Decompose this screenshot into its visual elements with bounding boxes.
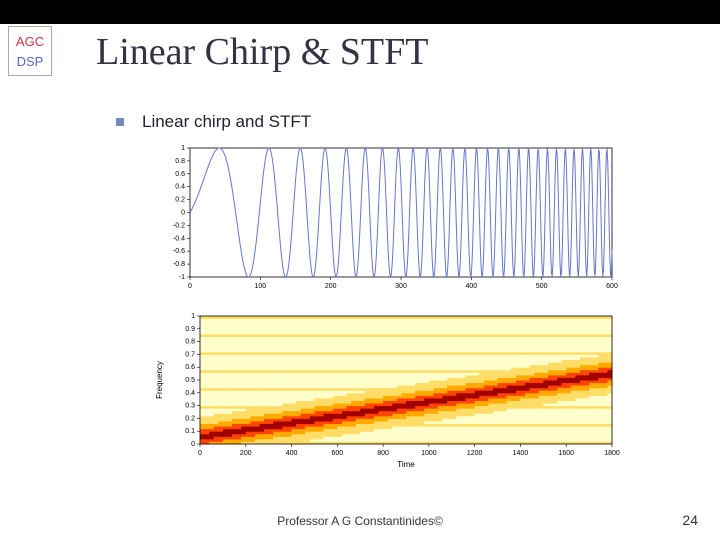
bullet-text: Linear chirp and STFT <box>142 112 311 132</box>
svg-text:0: 0 <box>181 210 185 217</box>
spectrogram-chart: 0 0.1 0.2 0.3 0.4 0.5 0.6 0.7 0.8 0.9 1 0 200 400 600 8… <box>152 310 622 470</box>
footer-author: Professor A G Constantinides© <box>277 514 443 528</box>
svg-text:1: 1 <box>191 313 195 320</box>
svg-text:1800: 1800 <box>604 450 620 457</box>
svg-text:100: 100 <box>254 283 266 290</box>
svg-text:0.8: 0.8 <box>175 158 185 165</box>
svg-text:-0.2: -0.2 <box>173 222 185 229</box>
svg-text:600: 600 <box>606 283 618 290</box>
svg-text:0.4: 0.4 <box>185 390 195 397</box>
svg-text:600: 600 <box>331 450 343 457</box>
svg-text:0.2: 0.2 <box>175 197 185 204</box>
svg-text:1400: 1400 <box>513 450 529 457</box>
svg-text:1600: 1600 <box>558 450 574 457</box>
svg-text:0: 0 <box>188 283 192 290</box>
chirp-waveform-chart: -1 -0.8 -0.6 -0.4 -0.2 0 0.2 0.4 0.6 0.8 1 0 100 200 3… <box>152 140 622 295</box>
svg-text:0.2: 0.2 <box>185 415 195 422</box>
svg-text:0: 0 <box>191 441 195 448</box>
svg-text:0.3: 0.3 <box>185 403 195 410</box>
spectrogram-svg: 0 0.1 0.2 0.3 0.4 0.5 0.6 0.7 0.8 0.9 1 0 200 400 600 8… <box>152 310 622 470</box>
svg-text:Time: Time <box>397 460 415 469</box>
logo-agc-text: AGC <box>16 34 44 49</box>
svg-text:0.1: 0.1 <box>185 428 195 435</box>
svg-text:-1: -1 <box>179 274 185 281</box>
svg-text:-0.6: -0.6 <box>173 248 185 255</box>
svg-text:0.6: 0.6 <box>185 364 195 371</box>
svg-text:1: 1 <box>181 145 185 152</box>
svg-text:0.4: 0.4 <box>175 184 185 191</box>
svg-text:0.5: 0.5 <box>185 377 195 384</box>
svg-text:800: 800 <box>377 450 389 457</box>
svg-text:0.6: 0.6 <box>175 171 185 178</box>
svg-text:400: 400 <box>286 450 298 457</box>
top-black-bar <box>0 0 720 24</box>
svg-text:500: 500 <box>536 283 548 290</box>
logo-dsp-text: DSP <box>17 54 44 69</box>
svg-text:200: 200 <box>240 450 252 457</box>
slide-title: Linear Chirp & STFT <box>96 30 428 74</box>
footer-page-number: 24 <box>682 512 698 528</box>
svg-text:-0.4: -0.4 <box>173 235 185 242</box>
bullet-icon <box>116 118 124 126</box>
svg-text:-0.8: -0.8 <box>173 261 185 268</box>
bullet-row: Linear chirp and STFT <box>116 112 311 132</box>
svg-text:200: 200 <box>325 283 337 290</box>
svg-text:1000: 1000 <box>421 450 437 457</box>
svg-text:400: 400 <box>465 283 477 290</box>
logo-box: AGC DSP <box>8 26 52 76</box>
svg-text:0.7: 0.7 <box>185 351 195 358</box>
svg-text:300: 300 <box>395 283 407 290</box>
svg-text:0.9: 0.9 <box>185 326 195 333</box>
svg-text:Frequency: Frequency <box>155 361 164 399</box>
svg-text:1200: 1200 <box>467 450 483 457</box>
chirp-svg: -1 -0.8 -0.6 -0.4 -0.2 0 0.2 0.4 0.6 0.8 1 0 100 200 3… <box>152 140 622 295</box>
svg-text:0.8: 0.8 <box>185 339 195 346</box>
svg-text:0: 0 <box>198 450 202 457</box>
